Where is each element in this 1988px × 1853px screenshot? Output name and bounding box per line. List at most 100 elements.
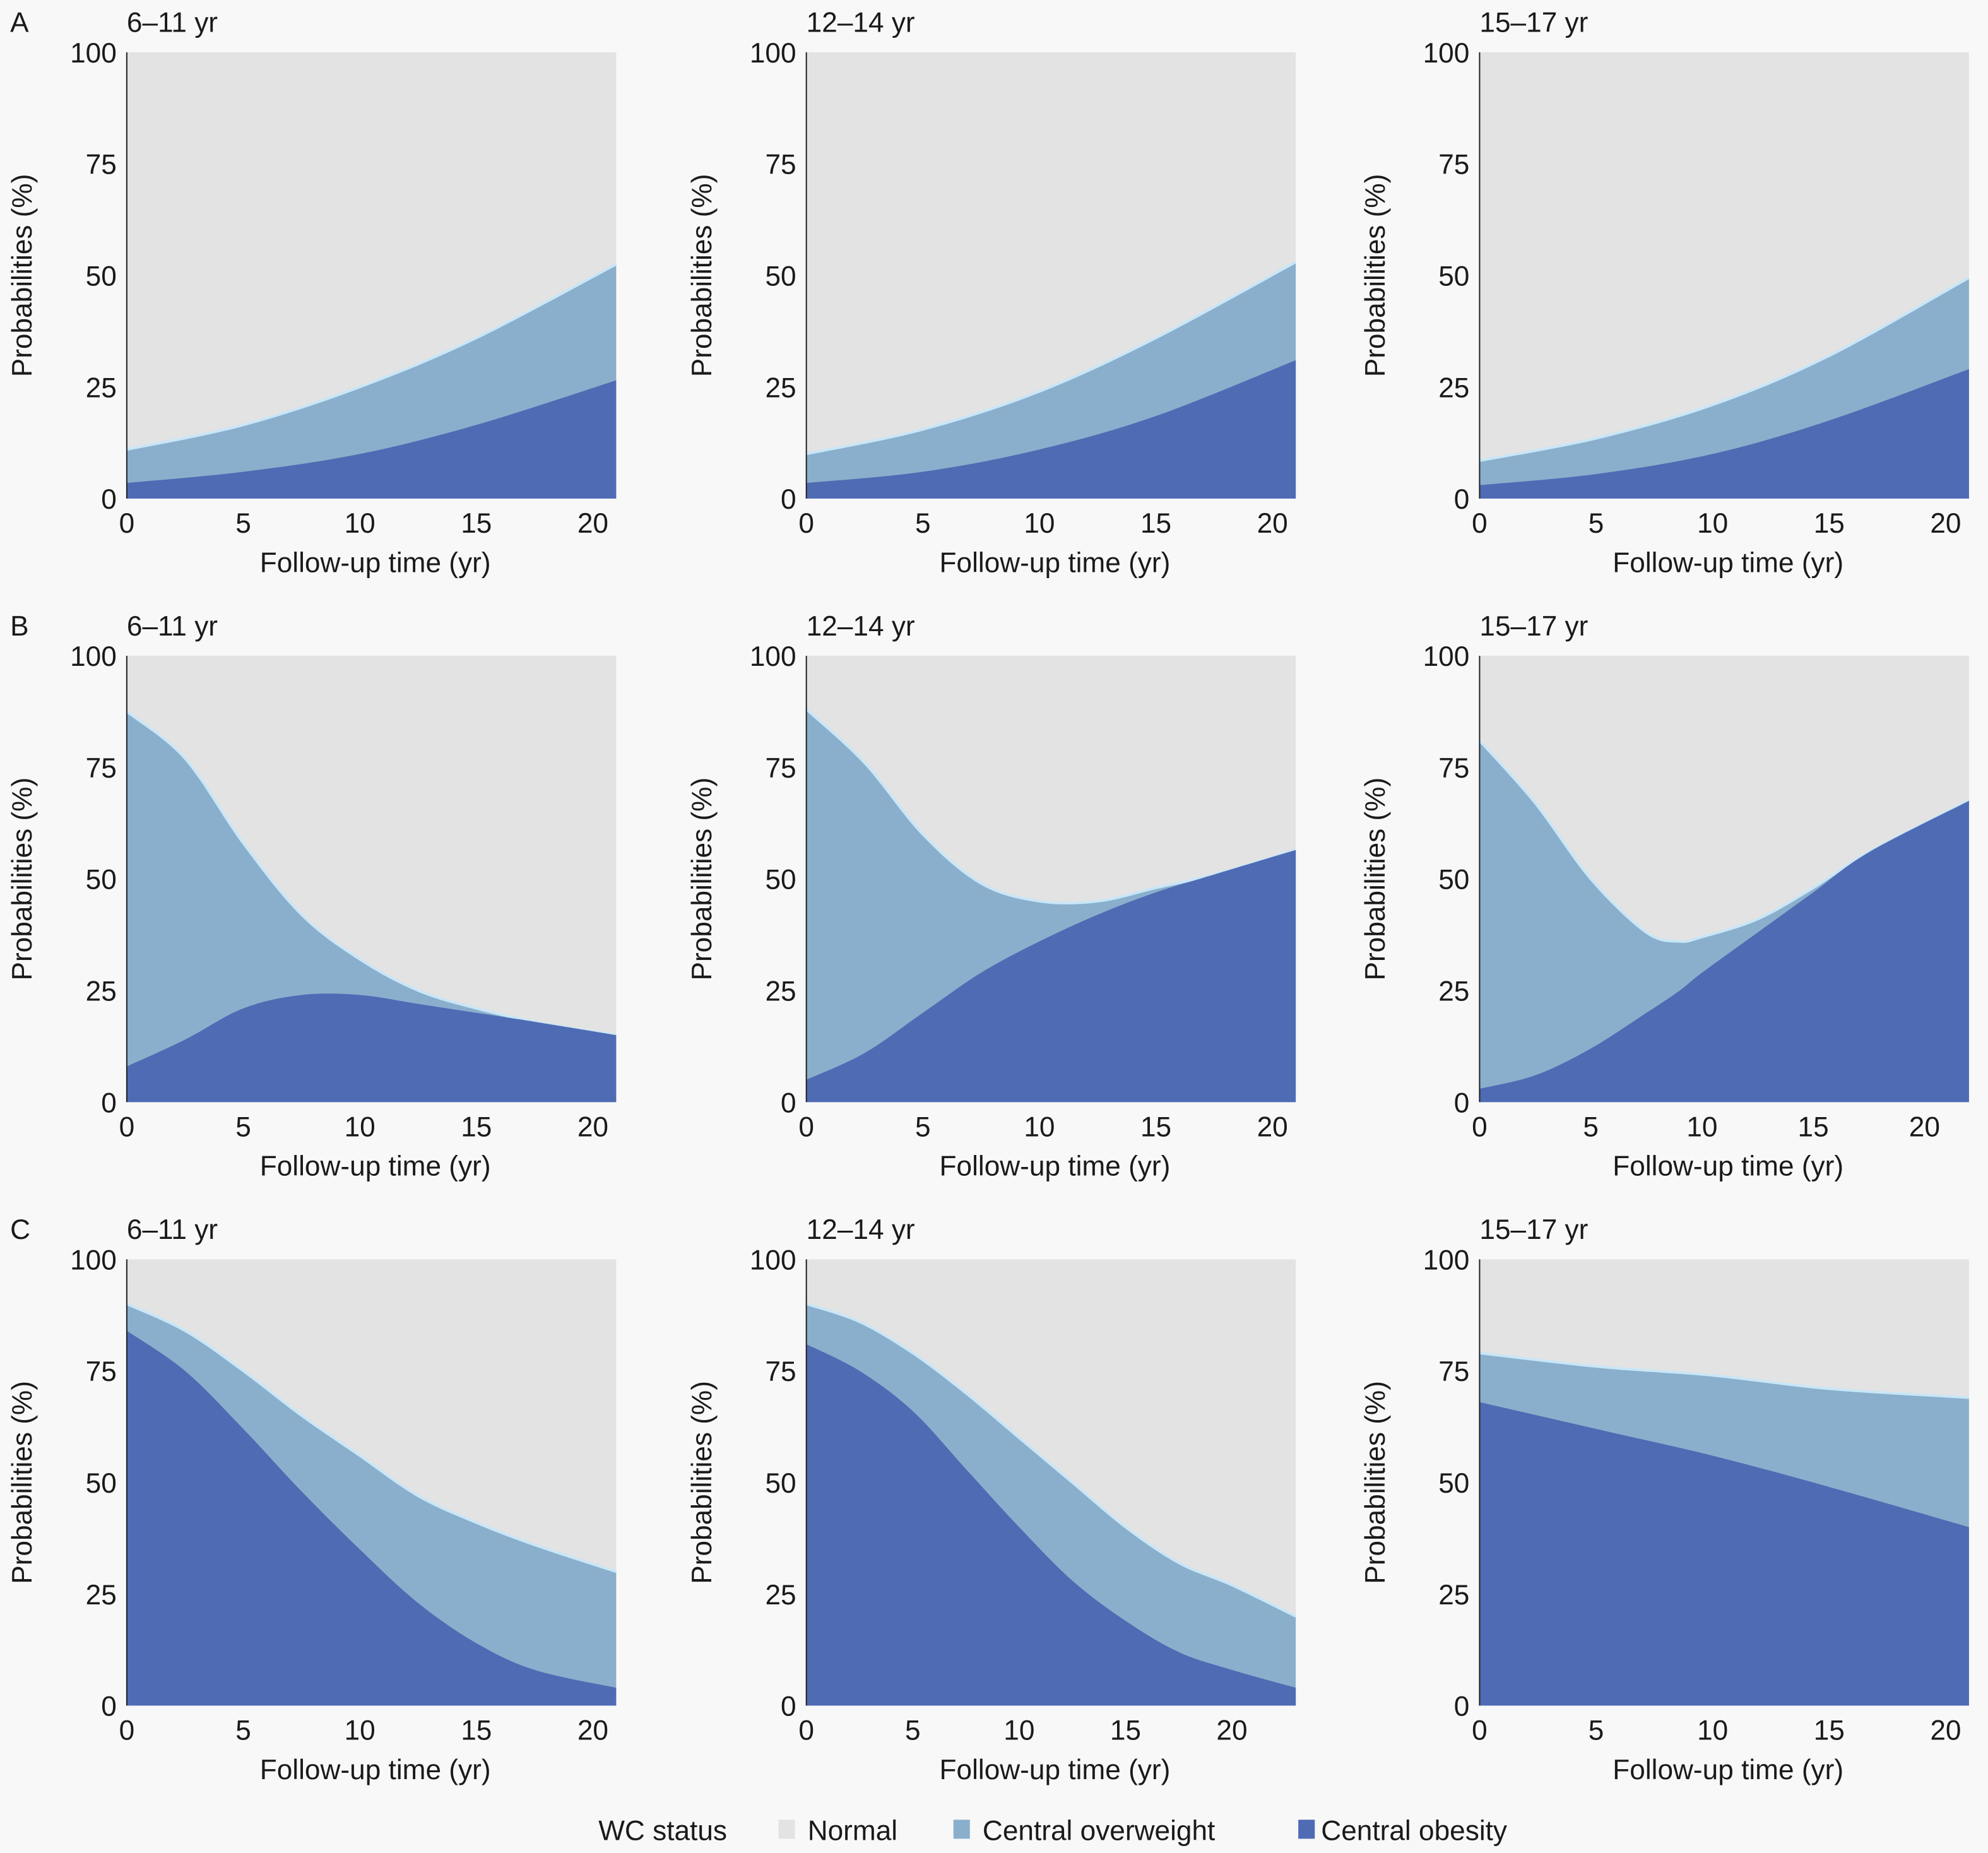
y-axis-title: Probabilities (%) [1360,1381,1391,1584]
legend-swatch-normal [778,1820,795,1839]
y-tick-label: 100 [70,1245,117,1276]
x-tick-label: 10 [1024,508,1055,539]
x-tick-label: 20 [1930,1715,1961,1746]
boundary-line [1478,740,1970,943]
x-tick-label: 15 [1140,508,1171,539]
x-tick-label: 20 [577,1715,608,1746]
y-tick-label: 75 [86,753,117,784]
x-tick-label: 10 [1003,1715,1034,1746]
panel: 12–14 yr 0 25 50 75 100 0 5 10 15 20 Follow-up time… [687,611,1296,1182]
panel-title: 6–11 yr [127,611,218,642]
x-tick-label: 15 [461,1111,492,1142]
panel-title: 15–17 yr [1479,611,1588,642]
panel-title: 6–11 yr [127,1214,218,1245]
y-tick-label: 75 [1438,753,1469,784]
x-axis-title: Follow-up time (yr) [260,548,491,579]
y-tick-label: 50 [765,1468,796,1499]
x-tick-label: 5 [915,508,931,539]
x-tick-label: 20 [1257,508,1288,539]
panel: 12–14 yr 0 25 50 75 100 0 5 10 15 20 Follow-up time… [687,1214,1297,1785]
x-tick-label: 0 [1472,1715,1488,1746]
x-tick-label: 10 [345,508,376,539]
panel-title: 15–17 yr [1479,1214,1588,1245]
panel: 15–17 yr 0 25 50 75 100 0 5 10 15 20 Follow-up time… [1360,1214,1969,1785]
x-tick-label: 10 [1697,1715,1728,1746]
panel-title: 12–14 yr [807,1214,915,1245]
x-axis-title: Follow-up time (yr) [1612,1151,1843,1182]
x-tick-label: 0 [798,1111,814,1142]
row-label-a: A [10,8,29,38]
x-tick-label: 5 [1589,1715,1604,1746]
y-tick-label: 25 [1438,372,1469,403]
panel-title: 6–11 yr [127,8,218,38]
x-axis-title: Follow-up time (yr) [940,1151,1171,1182]
legend-title: WC status [598,1815,727,1846]
y-tick-label: 50 [765,865,796,896]
x-tick-label: 5 [235,1111,251,1142]
y-axis-title: Probabilities (%) [7,778,38,981]
x-tick-label: 15 [1798,1111,1829,1142]
area-central-obesity [126,380,617,499]
x-tick-label: 0 [119,1715,135,1746]
panel-title: 15–17 yr [1479,8,1588,38]
y-tick-label: 25 [1438,976,1469,1007]
y-tick-label: 0 [101,1087,117,1118]
x-axis-title: Follow-up time (yr) [260,1755,491,1785]
y-tick-label: 50 [1438,865,1469,896]
y-tick-label: 75 [1438,150,1469,181]
x-tick-label: 10 [1024,1111,1055,1142]
area-central-obesity [126,1330,617,1706]
x-tick-label: 0 [1472,1111,1488,1142]
x-tick-label: 20 [1930,508,1961,539]
panel: 6–11 yr 0 25 50 75 100 0 5 10 15 20 Follow-up time … [7,611,617,1182]
y-tick-label: 50 [86,865,117,896]
legend-swatch-central-obesity [1298,1820,1315,1839]
y-tick-label: 25 [86,976,117,1007]
legend-swatch-central-overweight [953,1820,970,1839]
y-tick-label: 25 [765,372,796,403]
area-central-obesity [806,1344,1296,1706]
boundary-line [1479,276,1970,462]
y-tick-label: 75 [86,1356,117,1387]
area-central-obesity [126,993,617,1103]
y-tick-label: 100 [70,38,117,69]
x-tick-label: 5 [1583,1111,1599,1142]
x-tick-label: 0 [798,1715,814,1746]
y-axis-title: Probabilities (%) [687,1381,718,1584]
x-axis-title: Follow-up time (yr) [260,1151,491,1182]
area-central-obesity [1479,800,1969,1103]
x-tick-label: 5 [235,508,251,539]
x-tick-label: 15 [1110,1715,1141,1746]
y-tick-label: 0 [101,1691,117,1722]
panel: 15–17 yr 0 25 50 75 100 0 5 10 15 20 Follow-up time… [1360,8,1970,579]
y-tick-label: 100 [750,38,796,69]
panel-title: 12–14 yr [807,611,915,642]
y-tick-label: 75 [765,150,796,181]
y-tick-label: 100 [70,641,117,672]
x-tick-label: 20 [1216,1715,1247,1746]
y-tick-label: 100 [1423,641,1470,672]
y-tick-label: 25 [1438,1580,1469,1611]
x-tick-label: 5 [235,1715,251,1746]
y-tick-label: 25 [86,1580,117,1611]
x-tick-label: 20 [577,508,608,539]
y-tick-label: 50 [1438,1468,1469,1499]
legend-label-central-overweight: Central overweight [983,1815,1215,1846]
x-tick-label: 5 [1589,508,1604,539]
area-central-obesity [806,360,1296,499]
area-central-obesity [1479,1402,1969,1706]
boundary-line [806,261,1297,456]
legend: WC status Normal Central overweight Cent… [598,1815,1507,1846]
panel: 15–17 yr 0 25 50 75 100 0 5 10 15 20 Follow-up time… [1360,611,1970,1182]
x-tick-label: 10 [345,1715,376,1746]
area-central-overweight [126,711,617,1103]
y-tick-label: 100 [750,641,796,672]
x-tick-label: 5 [915,1111,931,1142]
row-label-b: B [10,611,28,642]
x-tick-label: 10 [345,1111,376,1142]
boundary-line [1479,1351,1969,1399]
y-axis-title: Probabilities (%) [687,778,718,981]
x-axis-title: Follow-up time (yr) [1612,1755,1843,1785]
x-tick-label: 15 [1814,508,1845,539]
y-tick-label: 0 [1454,1691,1470,1722]
